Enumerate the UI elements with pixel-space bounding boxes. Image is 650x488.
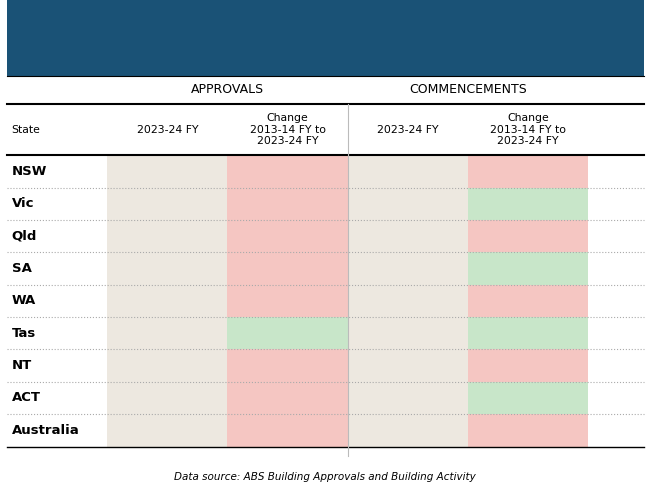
Text: Australia: Australia — [12, 424, 79, 437]
Text: -18%: -18% — [267, 423, 308, 438]
Text: Tas: Tas — [12, 327, 36, 340]
Text: ACT: ACT — [12, 391, 41, 405]
Text: 2,887: 2,887 — [146, 327, 188, 340]
Text: -16%: -16% — [508, 164, 549, 179]
Text: 10,951: 10,951 — [142, 262, 193, 275]
Text: 52,659: 52,659 — [382, 197, 434, 210]
Text: Change
2013-14 FY to
2023-24 FY: Change 2013-14 FY to 2023-24 FY — [250, 113, 326, 146]
Text: 4,081: 4,081 — [146, 391, 188, 405]
Text: 17%: 17% — [510, 325, 546, 341]
Text: 17,659: 17,659 — [142, 294, 193, 307]
Text: 4,430: 4,430 — [387, 391, 429, 405]
Text: State: State — [12, 124, 40, 135]
Text: 2,298: 2,298 — [387, 327, 429, 340]
Text: Qld: Qld — [12, 230, 37, 243]
Text: 2023-24 FY: 2023-24 FY — [377, 124, 439, 135]
Text: 2%: 2% — [515, 196, 541, 211]
Text: -6%: -6% — [272, 196, 303, 211]
Text: 18%: 18% — [270, 325, 306, 341]
Text: 32,629: 32,629 — [382, 230, 434, 243]
Text: -11%: -11% — [508, 228, 549, 244]
Text: Change
2013-14 FY to
2023-24 FY: Change 2013-14 FY to 2023-24 FY — [490, 113, 566, 146]
Text: APPROVALS: APPROVALS — [191, 83, 264, 96]
Text: 176,385: 176,385 — [137, 424, 198, 437]
Text: 60,606: 60,606 — [142, 197, 193, 210]
Text: -50%: -50% — [508, 293, 549, 308]
Text: COMMENCEMENTS: COMMENCEMENTS — [409, 83, 527, 96]
Text: Data source: ABS Building Approvals and Building Activity: Data source: ABS Building Approvals and … — [174, 472, 476, 482]
Text: -44%: -44% — [267, 293, 308, 308]
Text: SA: SA — [12, 262, 32, 275]
Text: WA: WA — [12, 294, 36, 307]
Text: 40,025: 40,025 — [382, 165, 434, 178]
Text: -3%: -3% — [272, 261, 303, 276]
Text: 14,927: 14,927 — [382, 294, 434, 307]
Text: 11,307: 11,307 — [382, 262, 434, 275]
Text: -14%: -14% — [508, 423, 549, 438]
Text: 413: 413 — [394, 359, 422, 372]
Text: NSW: NSW — [12, 165, 47, 178]
Text: 5%: 5% — [515, 390, 541, 406]
Text: State-by-state challenges: Change in building approvals and
commencements by sta: State-by-state challenges: Change in bui… — [51, 21, 599, 54]
Text: NT: NT — [12, 359, 32, 372]
Text: 485: 485 — [153, 359, 181, 372]
Text: 2023-24 FY: 2023-24 FY — [136, 124, 198, 135]
Text: -22%: -22% — [267, 164, 308, 179]
Text: Vic: Vic — [12, 197, 34, 210]
Text: -16%: -16% — [267, 228, 308, 244]
Text: 33,143: 33,143 — [142, 230, 193, 243]
Text: -80%: -80% — [508, 358, 549, 373]
Text: -80%: -80% — [267, 358, 308, 373]
Text: -3%: -3% — [272, 390, 303, 406]
Text: 46,573: 46,573 — [142, 165, 193, 178]
Text: 1%: 1% — [515, 261, 541, 276]
Text: 158,688: 158,688 — [378, 424, 438, 437]
